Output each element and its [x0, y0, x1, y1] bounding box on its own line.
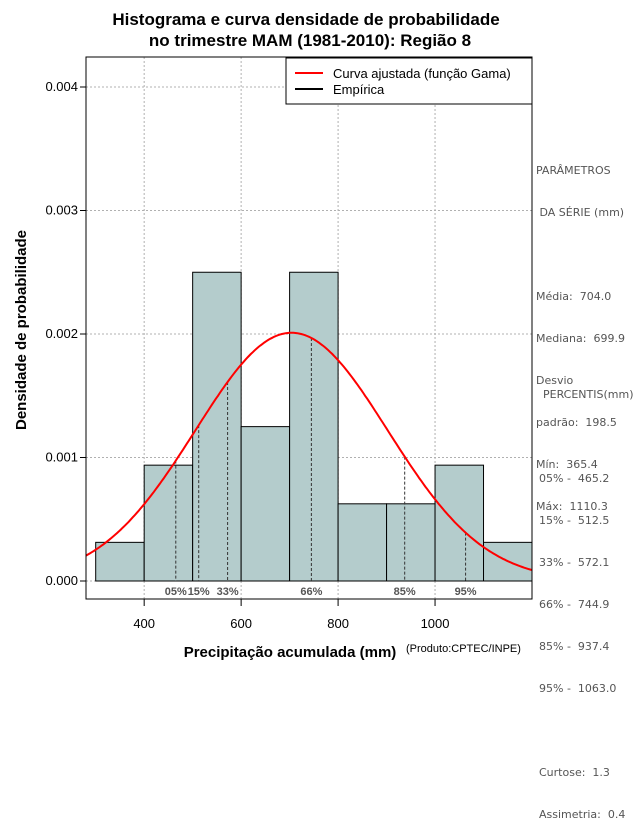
histogram-bar — [434, 464, 485, 582]
stat-kurtosis: Curtose: 1.3 — [539, 766, 610, 779]
percentis-heading: PERCENTIS(mm) — [543, 388, 634, 401]
percentile-label-33: 33% — [217, 586, 239, 598]
percentile-label-85: 85% — [394, 586, 416, 598]
percentile-markers: 05% 15% 33% 66% 85% 95% — [165, 338, 477, 598]
param-max: Máx: 1110.3 — [536, 500, 608, 513]
y-tick-label: 0.002 — [45, 326, 78, 341]
histogram-bar — [143, 464, 194, 582]
params-heading-line1: PARÂMETROS — [536, 164, 611, 177]
param-min: Mín: 365.4 — [536, 458, 598, 471]
histogram-bar — [386, 503, 436, 582]
stat-skewness: Assimetria: 0.4 — [539, 808, 626, 821]
chart-title-line2: no trimestre MAM (1981-2010): Região 8 — [149, 31, 471, 50]
percentile-label-66: 66% — [300, 586, 322, 598]
histogram-bar — [192, 271, 242, 582]
y-axis-label: Densidade de probabilidade — [13, 230, 30, 430]
legend-curve-label: Curva ajustada (função Gama) — [333, 66, 511, 81]
series-parameters-panel: PARÂMETROS DA SÉRIE (mm) Média: 704.0 Me… — [536, 136, 625, 528]
param-mean: Média: 704.0 — [536, 290, 612, 303]
x-tick-label: 600 — [230, 616, 252, 631]
chart-title-line1: Histograma e curva densidade de probabil… — [112, 10, 499, 29]
credit-label: (Produto:CPTEC/INPE) — [406, 643, 521, 655]
legend: Curva ajustada (função Gama) Empírica — [285, 57, 533, 105]
param-median: Mediana: 699.9 — [536, 332, 625, 345]
x-axis: 400 600 800 1000 — [133, 599, 450, 631]
histogram-bar — [337, 503, 388, 582]
legend-empirical-label: Empírica — [333, 82, 385, 97]
y-tick-label: 0.003 — [45, 203, 78, 218]
legend-box — [285, 57, 533, 105]
percentil-15: 15% - 512.5 — [539, 514, 610, 527]
histogram-bar — [240, 426, 291, 582]
y-tick-label: 0.000 — [45, 573, 78, 588]
histogram-bars — [95, 271, 533, 582]
params-heading-line2: DA SÉRIE (mm) — [536, 206, 625, 219]
histogram-chart: Histograma e curva densidade de probabil… — [13, 10, 533, 660]
histogram-bar — [95, 541, 145, 582]
percentil-05: 05% - 465.2 — [539, 472, 610, 485]
percentil-66: 66% - 744.9 — [539, 598, 610, 611]
y-tick-label: 0.001 — [45, 450, 78, 465]
percentil-85: 85% - 937.4 — [539, 640, 610, 653]
fitted-gamma-curve — [85, 331, 533, 572]
percentiles-panel: PERCENTIS(mm) 05% - 465.2 15% - 512.5 33… — [539, 360, 634, 836]
x-axis-label: Precipitação acumulada (mm) — [184, 644, 397, 660]
histogram-bar — [289, 271, 339, 582]
percentil-33: 33% - 572.1 — [539, 556, 610, 569]
percentile-label-05: 05% — [165, 586, 187, 598]
x-tick-label: 400 — [133, 616, 155, 631]
y-axis: 0.000 0.001 0.002 0.003 0.004 — [45, 79, 87, 588]
x-tick-label: 800 — [327, 616, 349, 631]
percentile-label-15: 15% — [188, 586, 210, 598]
param-sd-value: padrão: 198.5 — [536, 416, 617, 429]
fitted-curve-group — [85, 331, 533, 572]
param-sd-label: Desvio — [536, 374, 574, 387]
y-tick-label: 0.004 — [45, 79, 78, 94]
percentil-95: 95% - 1063.0 — [539, 682, 617, 695]
percentile-label-95: 95% — [455, 586, 477, 598]
x-tick-label: 1000 — [421, 616, 450, 631]
